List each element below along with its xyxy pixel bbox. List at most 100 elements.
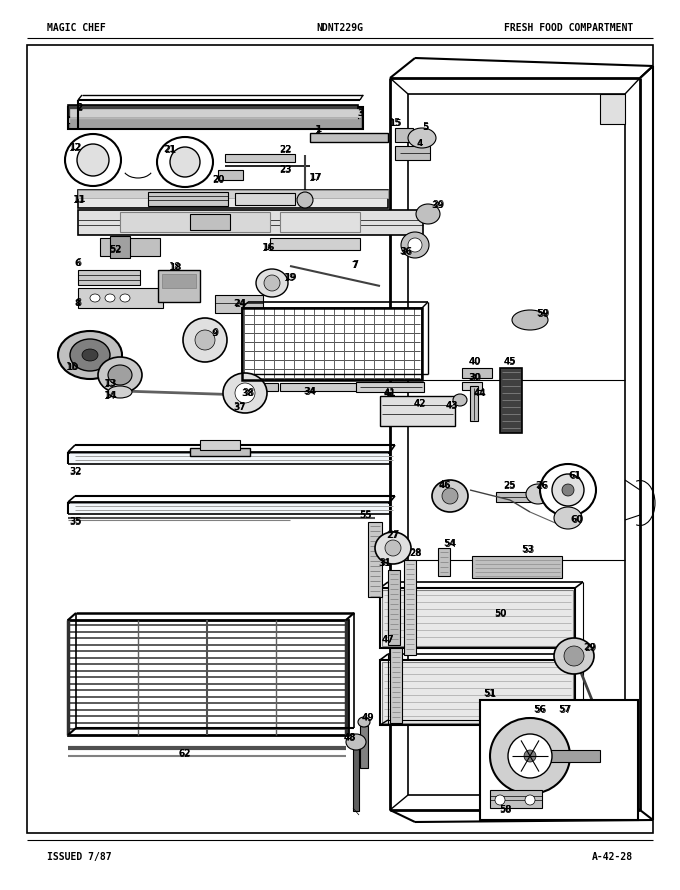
Ellipse shape	[264, 275, 280, 291]
Text: 57: 57	[559, 706, 571, 715]
Text: 49: 49	[362, 713, 374, 723]
Text: 40: 40	[469, 358, 481, 367]
Text: 57: 57	[559, 705, 571, 715]
Text: 24: 24	[234, 299, 246, 309]
Text: 11: 11	[73, 195, 85, 205]
Text: 31: 31	[379, 559, 391, 568]
Text: 26: 26	[536, 481, 548, 490]
Bar	[382, 662, 573, 723]
Text: 44: 44	[474, 388, 486, 398]
Text: 61: 61	[569, 471, 581, 481]
Text: 51: 51	[483, 690, 496, 699]
Text: 7: 7	[352, 260, 358, 270]
Bar	[472, 556, 562, 578]
Ellipse shape	[105, 294, 115, 302]
Ellipse shape	[77, 144, 109, 176]
Ellipse shape	[58, 331, 122, 379]
Bar	[218, 170, 243, 180]
Text: 56: 56	[534, 706, 546, 715]
Text: 14: 14	[104, 391, 116, 401]
Text: 62: 62	[179, 749, 191, 759]
Bar	[190, 214, 230, 230]
Polygon shape	[78, 270, 140, 285]
Bar	[462, 382, 482, 390]
Text: 10: 10	[66, 362, 78, 371]
Text: 41: 41	[384, 389, 396, 398]
Bar	[242, 308, 422, 380]
Text: 18: 18	[169, 262, 181, 272]
Text: 53: 53	[522, 546, 534, 554]
Bar	[68, 117, 358, 123]
Text: 39: 39	[432, 200, 444, 210]
Bar	[353, 746, 359, 811]
Text: 23: 23	[279, 166, 291, 174]
Bar	[148, 192, 228, 206]
Ellipse shape	[524, 750, 536, 762]
Bar	[68, 620, 348, 735]
Text: 15: 15	[389, 118, 401, 128]
Text: 30: 30	[469, 373, 481, 383]
Text: 34: 34	[304, 387, 316, 397]
Text: 13: 13	[104, 379, 116, 389]
Bar	[395, 128, 413, 142]
Ellipse shape	[108, 386, 132, 398]
Text: 32: 32	[70, 467, 82, 477]
Bar	[70, 109, 360, 117]
Bar	[238, 388, 252, 398]
Text: 30: 30	[469, 374, 481, 383]
Text: 26: 26	[536, 481, 548, 491]
Text: 36: 36	[400, 247, 412, 256]
Text: 20: 20	[211, 175, 224, 185]
Text: 9: 9	[212, 328, 218, 338]
Ellipse shape	[432, 480, 468, 512]
Bar	[360, 726, 368, 768]
Text: 9: 9	[211, 328, 218, 337]
Text: 17: 17	[309, 174, 322, 182]
Text: 50: 50	[494, 609, 506, 619]
Bar	[404, 560, 416, 655]
Text: 56: 56	[534, 705, 546, 715]
Text: 14: 14	[103, 392, 116, 401]
Ellipse shape	[408, 238, 422, 252]
Text: 59: 59	[537, 310, 549, 319]
Text: 37: 37	[234, 402, 246, 412]
Text: 19: 19	[284, 273, 296, 283]
Bar	[380, 396, 455, 426]
Text: 46: 46	[439, 481, 452, 490]
Text: 41: 41	[384, 388, 396, 398]
Text: 1: 1	[315, 125, 321, 135]
Text: 54: 54	[443, 539, 456, 548]
Text: 27: 27	[387, 530, 399, 539]
Text: 21: 21	[164, 145, 176, 155]
Ellipse shape	[256, 269, 288, 297]
Bar	[480, 700, 638, 820]
Text: 27: 27	[387, 530, 399, 540]
Ellipse shape	[552, 474, 584, 506]
Bar	[100, 238, 160, 256]
Text: 55: 55	[359, 511, 371, 520]
Text: 46: 46	[439, 480, 451, 490]
Ellipse shape	[65, 134, 121, 186]
Bar	[530, 750, 600, 762]
Text: 32: 32	[70, 467, 82, 476]
Ellipse shape	[70, 339, 110, 371]
Ellipse shape	[90, 294, 100, 302]
Text: 50: 50	[494, 610, 506, 619]
Text: 20: 20	[211, 175, 224, 184]
Bar	[380, 660, 575, 725]
Text: 11: 11	[73, 196, 85, 205]
Ellipse shape	[346, 734, 366, 750]
Ellipse shape	[375, 532, 411, 564]
Text: 38: 38	[242, 388, 254, 398]
Bar	[215, 295, 263, 313]
Bar	[280, 383, 380, 391]
Ellipse shape	[108, 365, 132, 385]
Ellipse shape	[120, 294, 130, 302]
Text: 47: 47	[381, 635, 394, 644]
Bar	[310, 133, 388, 142]
Text: 42: 42	[414, 399, 426, 409]
Text: 42: 42	[413, 400, 426, 409]
Text: 15: 15	[389, 118, 401, 127]
Text: 4: 4	[418, 139, 423, 148]
Ellipse shape	[358, 717, 370, 727]
